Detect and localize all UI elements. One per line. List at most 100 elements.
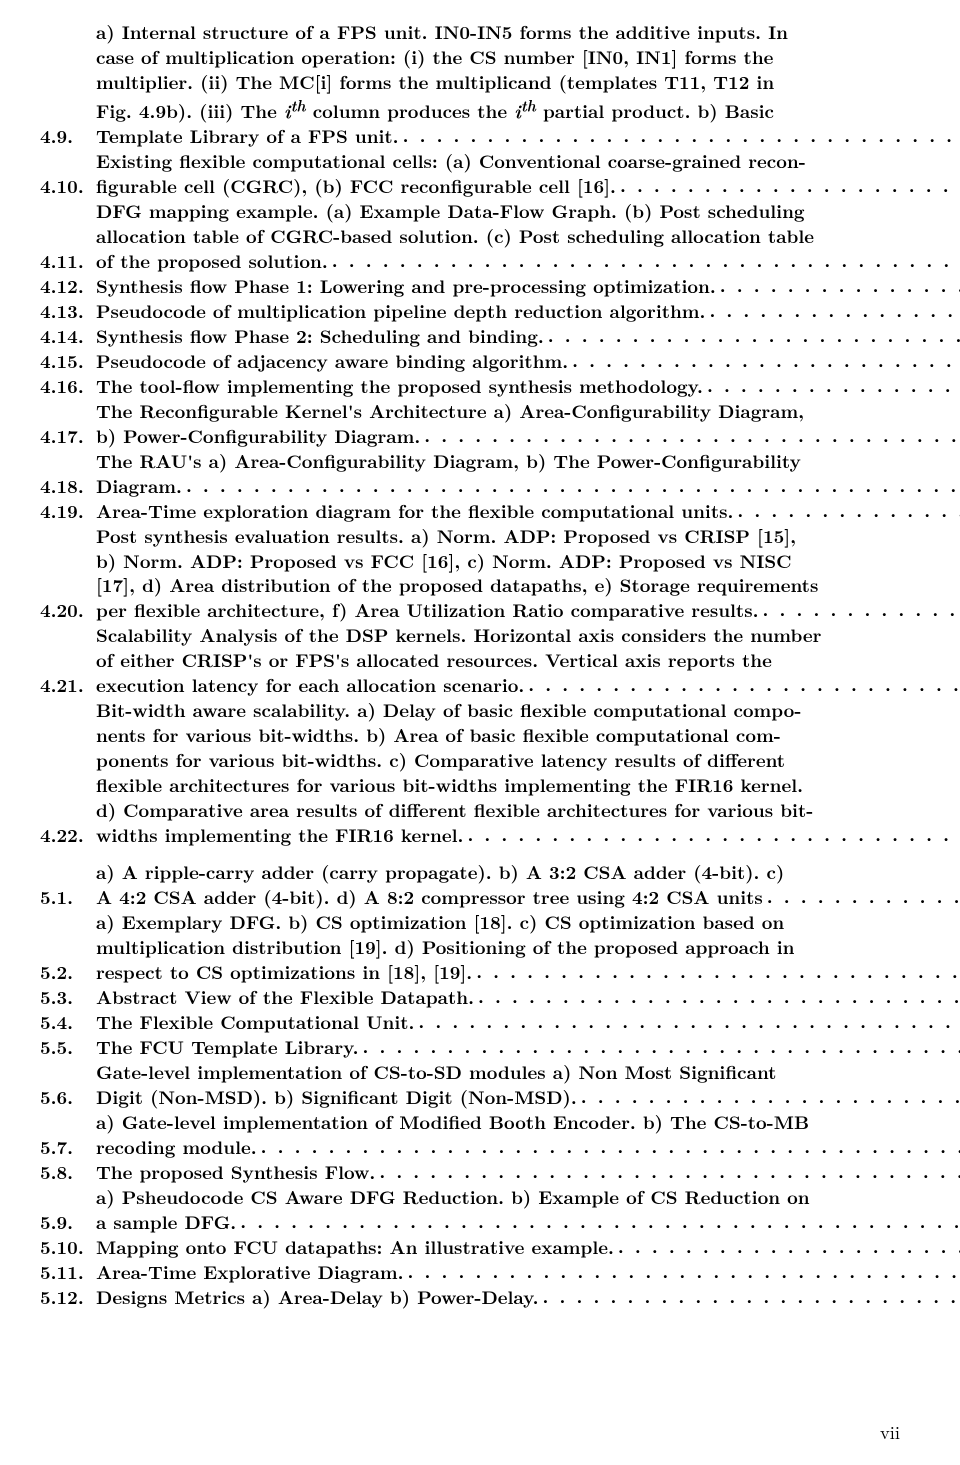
entry-line: Gate-level implementation of CS-to-SD mo… bbox=[96, 1060, 960, 1085]
entry-line: a) Exemplary DFG. b) CS optimization [18… bbox=[96, 910, 960, 935]
toc-entry: 5.5.The FCU Template Library. . . . . . … bbox=[40, 1035, 900, 1060]
entry-description: Synthesis flow Phase 2: Scheduling and b… bbox=[96, 324, 960, 349]
entry-line: Post synthesis evaluation results. a) No… bbox=[96, 524, 960, 549]
entry-line: nents for various bit-widths. b) Area of… bbox=[96, 723, 960, 748]
toc-entry: 5.1.a) A ripple-carry adder (carry propa… bbox=[40, 860, 900, 910]
entry-number: 5.8. bbox=[40, 1160, 96, 1185]
entry-last-line: The FCU Template Library. . . . . . . . … bbox=[96, 1035, 960, 1060]
toc-entry: 4.20.Post synthesis evaluation results. … bbox=[40, 524, 900, 624]
leader-dots: . . . . . . . . . . . . . . . . . . . . … bbox=[568, 348, 960, 373]
toc-entry: 5.2.a) Exemplary DFG. b) CS optimization… bbox=[40, 910, 900, 985]
entry-description: Area-Time Explorative Diagram. . . . . .… bbox=[96, 1260, 960, 1285]
entry-description: The Reconfigurable Kernel's Architecture… bbox=[96, 399, 960, 449]
entry-description: Gate-level implementation of CS-to-SD mo… bbox=[96, 1060, 960, 1110]
entry-line: Existing flexible computational cells: (… bbox=[96, 149, 960, 174]
entry-last-line: Pseudocode of multiplication pipeline de… bbox=[96, 299, 960, 324]
toc-entry: 5.3.Abstract View of the Flexible Datapa… bbox=[40, 985, 900, 1010]
leader-dots: . . . . . . . . . . . . . . . . . . . . … bbox=[716, 273, 960, 298]
entry-number: 4.14. bbox=[40, 324, 96, 349]
entry-last-line: Template Library of a FPS unit. . . . . … bbox=[96, 124, 960, 149]
entry-last-line: per flexible architecture, f) Area Utili… bbox=[96, 598, 960, 623]
toc-entry: 4.11.DFG mapping example. (a) Example Da… bbox=[40, 199, 900, 274]
entry-number: 5.9. bbox=[40, 1210, 96, 1235]
entry-last-text: recoding module. bbox=[96, 1135, 257, 1160]
entry-last-line: widths implementing the FIR16 kernel. . … bbox=[96, 823, 960, 848]
entry-description: The tool-flow implementing the proposed … bbox=[96, 374, 960, 399]
page-number: vii bbox=[880, 1419, 900, 1445]
entry-last-text: execution latency for each allocation sc… bbox=[96, 673, 524, 698]
entry-last-text: of the proposed solution. bbox=[96, 249, 328, 274]
entry-line: The RAU's a) Area-Configurability Diagra… bbox=[96, 449, 960, 474]
toc-entry: 5.10.Mapping onto FCU datapaths: An illu… bbox=[40, 1235, 900, 1260]
leader-dots: . . . . . . . . . . . . . . . . . . . . … bbox=[420, 423, 960, 448]
entry-line: a) Internal structure of a FPS unit. IN0… bbox=[96, 20, 960, 45]
entry-last-line: b) Power-Configurability Diagram. . . . … bbox=[96, 424, 960, 449]
leader-dots: . . . . . . . . . . . . . . . . . . . . … bbox=[236, 1209, 960, 1234]
entry-description: Mapping onto FCU datapaths: An illustrat… bbox=[96, 1235, 960, 1260]
entry-last-text: respect to CS optimizations in [18], [19… bbox=[96, 960, 472, 985]
entry-last-line: Diagram. . . . . . . . . . . . . . . . .… bbox=[96, 474, 960, 499]
leader-dots: . . . . . . . . . . . . . . . . . . . . … bbox=[404, 1259, 960, 1284]
leader-dots: . . . . . . . . . . . . . . . . . . . . … bbox=[524, 672, 960, 697]
entry-number: 5.3. bbox=[40, 985, 96, 1010]
leader-dots: . . . . . . . . . . . . . . . . . . . . … bbox=[614, 1234, 960, 1259]
entry-number: 4.21. bbox=[40, 673, 96, 698]
entry-line: DFG mapping example. (a) Example Data-Fl… bbox=[96, 199, 960, 224]
entry-last-text: Digit (Non-MSD). b) Significant Digit (N… bbox=[96, 1085, 577, 1110]
entry-last-text: The Flexible Computational Unit. bbox=[96, 1010, 414, 1035]
entry-last-line: Abstract View of the Flexible Datapath. … bbox=[96, 985, 960, 1010]
entry-description: a) Psheudocode CS Aware DFG Reduction. b… bbox=[96, 1185, 960, 1235]
entry-last-text: Area-Time exploration diagram for the fl… bbox=[96, 499, 733, 524]
entry-number: 4.12. bbox=[40, 274, 96, 299]
leader-dots: . . . . . . . . . . . . . . . . . . . . … bbox=[759, 597, 960, 622]
entry-description: Synthesis flow Phase 1: Lowering and pre… bbox=[96, 274, 960, 299]
entry-description: The proposed Synthesis Flow. . . . . . .… bbox=[96, 1160, 960, 1185]
toc-entry: 5.11.Area-Time Explorative Diagram. . . … bbox=[40, 1260, 900, 1285]
entry-description: Abstract View of the Flexible Datapath. … bbox=[96, 985, 960, 1010]
entry-number: 4.10. bbox=[40, 174, 96, 199]
entry-number: 4.16. bbox=[40, 374, 96, 399]
entry-description: a) Gate-level implementation of Modified… bbox=[96, 1110, 960, 1160]
leader-dots: . . . . . . . . . . . . . . . . . . . . … bbox=[414, 1009, 960, 1034]
entry-line: multiplier. (ii) The MC[i] forms the mul… bbox=[96, 70, 960, 95]
entry-last-line: execution latency for each allocation sc… bbox=[96, 673, 960, 698]
toc-entry: 4.15.Pseudocode of adjacency aware bindi… bbox=[40, 349, 900, 374]
leader-dots: . . . . . . . . . . . . . . . . . . . . … bbox=[544, 323, 960, 348]
toc-entry: 4.14.Synthesis flow Phase 2: Scheduling … bbox=[40, 324, 900, 349]
entry-last-text: Template Library of a FPS unit. bbox=[96, 124, 399, 149]
entry-last-text: figurable cell (CGRC), (b) FCC reconfigu… bbox=[96, 174, 616, 199]
entry-line: The Reconfigurable Kernel's Architecture… bbox=[96, 399, 960, 424]
entry-last-line: Synthesis flow Phase 2: Scheduling and b… bbox=[96, 324, 960, 349]
entry-description: Designs Metrics a) Area-Delay b) Power-D… bbox=[96, 1285, 960, 1310]
leader-dots: . . . . . . . . . . . . . . . . . . . . … bbox=[763, 884, 960, 909]
leader-dots: . . . . . . . . . . . . . . . . . . . . … bbox=[705, 298, 960, 323]
entry-line: d) Comparative area results of different… bbox=[96, 798, 960, 823]
entry-description: a) A ripple-carry adder (carry propagate… bbox=[96, 860, 960, 910]
toc-entry: 5.4.The Flexible Computational Unit. . .… bbox=[40, 1010, 900, 1035]
entry-line: Fig. 4.9b). (iii) The ith column produce… bbox=[96, 95, 960, 124]
entry-last-line: Synthesis flow Phase 1: Lowering and pre… bbox=[96, 274, 960, 299]
entry-number: 4.15. bbox=[40, 349, 96, 374]
entry-last-line: a sample DFG. . . . . . . . . . . . . . … bbox=[96, 1210, 960, 1235]
entry-last-line: Designs Metrics a) Area-Delay b) Power-D… bbox=[96, 1285, 960, 1310]
entry-description: The FCU Template Library. . . . . . . . … bbox=[96, 1035, 960, 1060]
entry-last-text: Abstract View of the Flexible Datapath. bbox=[96, 985, 474, 1010]
toc-entry: 4.17.The Reconfigurable Kernel's Archite… bbox=[40, 399, 900, 449]
toc-entry: 5.7.a) Gate-level implementation of Modi… bbox=[40, 1110, 900, 1160]
entry-last-text: a sample DFG. bbox=[96, 1210, 236, 1235]
entry-description: Area-Time exploration diagram for the fl… bbox=[96, 499, 960, 524]
entry-description: The RAU's a) Area-Configurability Diagra… bbox=[96, 449, 960, 499]
entry-line: b) Norm. ADP: Proposed vs FCC [16], c) N… bbox=[96, 549, 960, 574]
entry-description: The Flexible Computational Unit. . . . .… bbox=[96, 1010, 960, 1035]
entry-last-text: b) Power-Configurability Diagram. bbox=[96, 424, 420, 449]
toc-entry: 4.9.a) Internal structure of a FPS unit.… bbox=[40, 20, 900, 149]
entry-number: 4.9. bbox=[40, 124, 96, 149]
leader-dots: . . . . . . . . . . . . . . . . . . . . … bbox=[472, 959, 960, 984]
entry-number: 4.17. bbox=[40, 424, 96, 449]
entry-number: 5.2. bbox=[40, 960, 96, 985]
entry-description: a) Exemplary DFG. b) CS optimization [18… bbox=[96, 910, 960, 985]
entry-last-line: Digit (Non-MSD). b) Significant Digit (N… bbox=[96, 1085, 960, 1110]
toc-entry: 4.16.The tool-flow implementing the prop… bbox=[40, 374, 900, 399]
toc-entry: 5.12.Designs Metrics a) Area-Delay b) Po… bbox=[40, 1285, 900, 1310]
entry-last-line: The proposed Synthesis Flow. . . . . . .… bbox=[96, 1160, 960, 1185]
